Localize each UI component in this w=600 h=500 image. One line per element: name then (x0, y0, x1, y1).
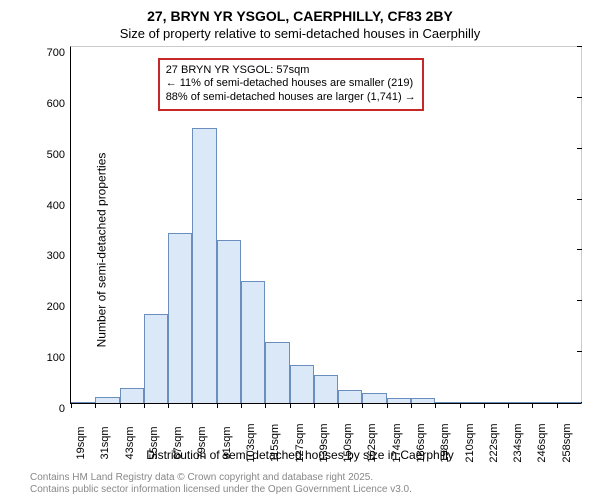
histogram-bar (532, 402, 556, 403)
footer: Contains HM Land Registry data © Crown c… (30, 472, 412, 496)
ytick-mark (577, 97, 582, 98)
xtick-mark (532, 403, 533, 408)
title-line2: Size of property relative to semi-detach… (0, 26, 600, 41)
footer-line2: Contains public sector information licen… (30, 484, 412, 496)
ytick-mark (577, 351, 582, 352)
histogram-bar (508, 402, 532, 403)
histogram-bar (387, 398, 411, 403)
histogram-bar (290, 365, 314, 403)
xtick-mark (217, 403, 218, 408)
histogram-bar (314, 375, 338, 403)
xtick-mark (290, 403, 291, 408)
ytick-label: 700 (47, 47, 71, 59)
ytick-mark (577, 46, 582, 47)
xtick-mark (508, 403, 509, 408)
ytick-label: 100 (47, 352, 71, 364)
xtick-mark (95, 403, 96, 408)
xtick-mark (557, 403, 558, 408)
xtick-mark (144, 403, 145, 408)
xtick-mark (411, 403, 412, 408)
ytick-mark (577, 199, 582, 200)
xtick-mark (484, 403, 485, 408)
xtick-mark (71, 403, 72, 408)
ytick-label: 200 (47, 301, 71, 313)
xtick-mark (314, 403, 315, 408)
histogram-bar (460, 402, 484, 403)
footer-line1: Contains HM Land Registry data © Crown c… (30, 472, 412, 484)
xtick-mark (120, 403, 121, 408)
xtick-mark (168, 403, 169, 408)
histogram-bar (411, 398, 435, 403)
title-line1: 27, BRYN YR YSGOL, CAERPHILLY, CF83 2BY (0, 8, 600, 24)
xtick-mark (192, 403, 193, 408)
chart-container: 27, BRYN YR YSGOL, CAERPHILLY, CF83 2BY … (0, 0, 600, 500)
annotation-box: 27 BRYN YR YSGOL: 57sqm ← 11% of semi-de… (158, 58, 424, 111)
plot-area: 27 BRYN YR YSGOL: 57sqm ← 11% of semi-de… (70, 46, 582, 404)
annotation-line2: ← 11% of semi-detached houses are smalle… (166, 77, 416, 91)
histogram-bar (338, 390, 362, 403)
histogram-bar (168, 233, 192, 403)
xtick-mark (338, 403, 339, 408)
xtick-mark (387, 403, 388, 408)
ytick-label: 0 (59, 403, 71, 415)
xtick-mark (241, 403, 242, 408)
ytick-label: 500 (47, 149, 71, 161)
histogram-bar (120, 388, 144, 403)
ytick-mark (577, 249, 582, 250)
histogram-bar (435, 402, 459, 403)
histogram-bar (144, 314, 168, 403)
xtick-mark (435, 403, 436, 408)
histogram-bar (362, 393, 386, 403)
histogram-bar (484, 402, 508, 403)
histogram-bar (265, 342, 289, 403)
annotation-line1: 27 BRYN YR YSGOL: 57sqm (166, 64, 416, 78)
ytick-label: 300 (47, 250, 71, 262)
ytick-mark (577, 300, 582, 301)
xtick-mark (362, 403, 363, 408)
ytick-label: 400 (47, 200, 71, 212)
histogram-bar (241, 281, 265, 403)
histogram-bar (557, 402, 581, 403)
xtick-mark (265, 403, 266, 408)
histogram-bar (192, 128, 216, 403)
histogram-bar (95, 397, 119, 403)
annotation-line3: 88% of semi-detached houses are larger (… (166, 91, 416, 105)
histogram-bar (71, 402, 95, 403)
ytick-mark (577, 148, 582, 149)
ytick-label: 600 (47, 98, 71, 110)
histogram-bar (217, 240, 241, 403)
x-axis-label: Distribution of semi-detached houses by … (0, 448, 600, 462)
xtick-mark (460, 403, 461, 408)
